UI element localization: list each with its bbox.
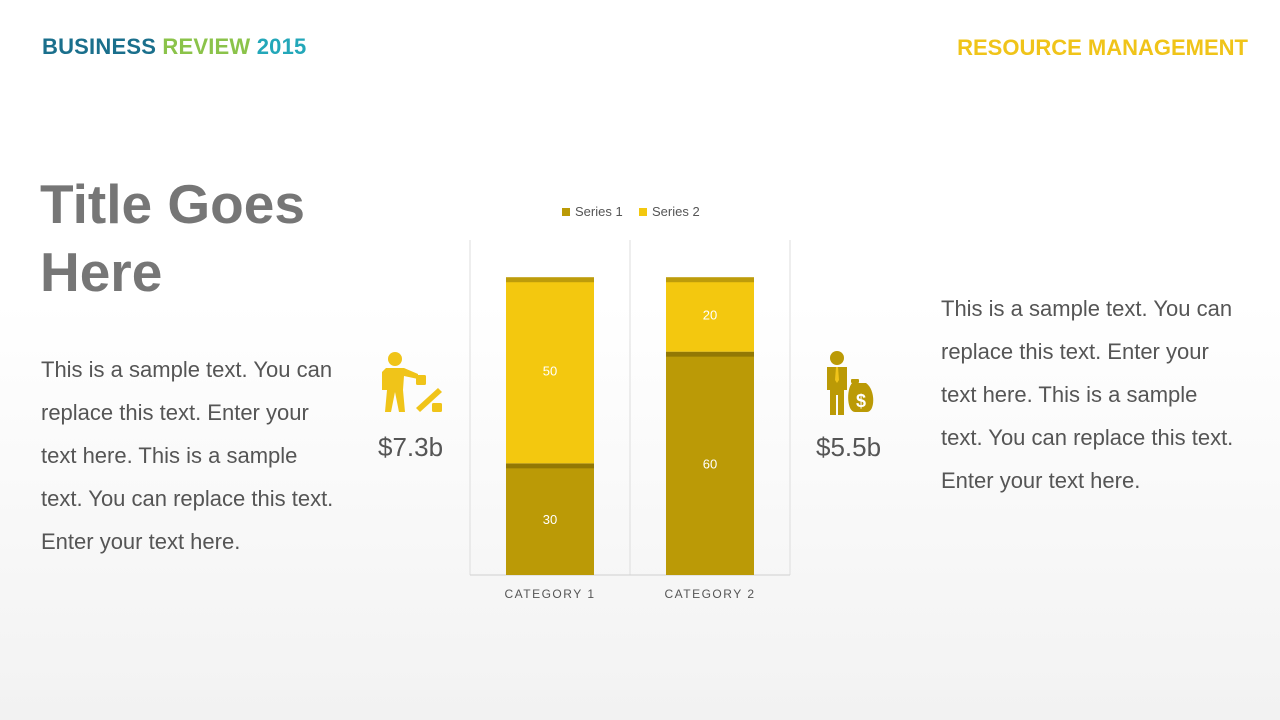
- stat-right-value: $5.5b: [816, 432, 882, 462]
- section-title: RESOURCE MANAGEMENT: [957, 35, 1248, 60]
- right-body-text: This is a sample text. You can replace t…: [941, 296, 1234, 493]
- svg-text:$: $: [856, 391, 866, 411]
- bar-segment: [666, 351, 754, 575]
- bar-segment-edge: [666, 277, 754, 283]
- page-title: Title Goes Here: [40, 173, 305, 303]
- businessman-percent-icon: [382, 352, 442, 412]
- bar-segment-edge: [506, 463, 594, 469]
- legend-label: Series 1: [575, 204, 623, 219]
- stat-left-value: $7.3b: [378, 432, 444, 462]
- bar-segment: [506, 463, 594, 575]
- category-label: CATEGORY 1: [504, 587, 595, 601]
- legend-swatch: [562, 208, 570, 216]
- brand-word-business: BUSINESS: [42, 34, 157, 59]
- data-label: 20: [703, 307, 717, 322]
- header-brand: BUSINESS REVIEW 2015: [42, 34, 306, 60]
- brand-word-year: 2015: [256, 34, 307, 59]
- data-label: 50: [543, 363, 557, 378]
- bar-segment-edge: [666, 351, 754, 357]
- bar-segment: [666, 277, 754, 352]
- legend-swatch: [639, 208, 647, 216]
- left-body-text: This is a sample text. You can replace t…: [41, 357, 334, 554]
- businessman-money-bag-icon: $: [827, 351, 874, 415]
- data-label: 30: [543, 512, 557, 527]
- legend-label: Series 2: [652, 204, 700, 219]
- data-label: 60: [703, 456, 717, 471]
- bar-segment: [506, 277, 594, 464]
- brand-word-review: REVIEW: [162, 34, 251, 59]
- bar-segment-edge: [506, 277, 594, 283]
- stacked-bar-chart: Series 1 Series 2 30 50 CATEGORY 1 60 20 CATEGO…: [469, 204, 791, 601]
- category-label: CATEGORY 2: [664, 587, 755, 601]
